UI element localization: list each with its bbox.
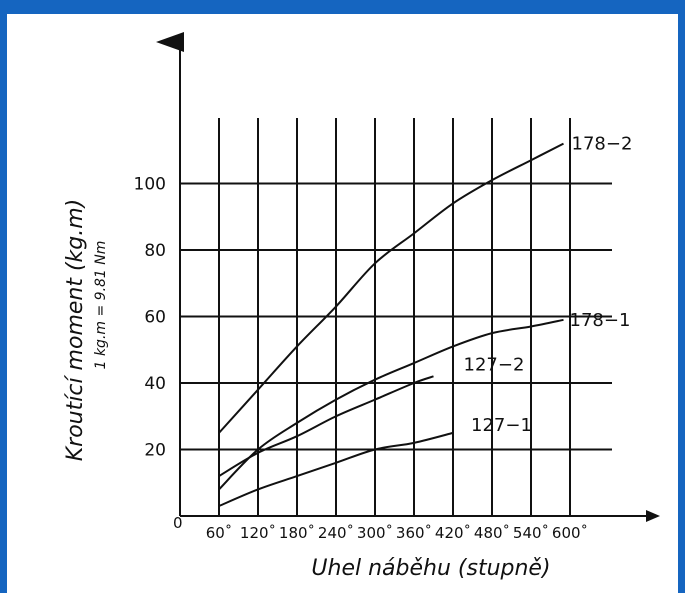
x-tick-label-9: 600˚ xyxy=(552,524,588,542)
grid xyxy=(180,118,612,516)
series-line-3 xyxy=(218,431,454,507)
series-group xyxy=(218,142,564,507)
series-line-2 xyxy=(218,375,434,477)
x-tick-label-6: 420˚ xyxy=(435,524,471,542)
axes xyxy=(156,32,660,522)
y-tick-label-1: 40 xyxy=(144,374,166,394)
y-tick-label-3: 80 xyxy=(144,241,166,261)
x-tick-label-2: 180˚ xyxy=(279,524,315,542)
series-line-0 xyxy=(218,142,564,434)
x-tick-label-7: 480˚ xyxy=(474,524,510,542)
x-axis-arrow xyxy=(646,510,660,522)
x-tick-label-8: 540˚ xyxy=(513,524,549,542)
y-tick-label-0: 20 xyxy=(144,441,166,461)
series-label-2: 127−2 xyxy=(464,354,525,375)
series-line-1 xyxy=(218,318,564,491)
y-tick-label-2: 60 xyxy=(144,308,166,328)
labels-group: 60˚ 120˚ 180˚ 240˚ 300˚ 360˚ 420˚ 480˚ 540˚ 600˚ 2… xyxy=(134,134,633,542)
frame-top-bar xyxy=(0,0,685,14)
y-tick-label-4: 100 xyxy=(134,175,166,195)
y-axis-note: 1 kg.m = 9.81 Nm xyxy=(93,241,109,370)
series-label-3: 127−1 xyxy=(471,415,532,436)
x-axis-title: Uhel náběhu (stupně) xyxy=(311,556,550,581)
x-tick-label-3: 240˚ xyxy=(318,524,354,542)
x-tick-label-0: 60˚ xyxy=(206,524,233,542)
y-axis-title: Kroutící moment (kg.m) xyxy=(63,199,88,462)
series-label-1: 178−1 xyxy=(570,310,631,331)
frame-right-bar xyxy=(678,0,685,593)
frame-left-bar xyxy=(0,0,7,593)
series-label-0: 178−2 xyxy=(572,134,633,155)
x-tick-label-1: 120˚ xyxy=(240,524,276,542)
x-tick-label-4: 300˚ xyxy=(357,524,393,542)
origin-label: 0 xyxy=(173,514,183,532)
x-tick-label-5: 360˚ xyxy=(396,524,432,542)
